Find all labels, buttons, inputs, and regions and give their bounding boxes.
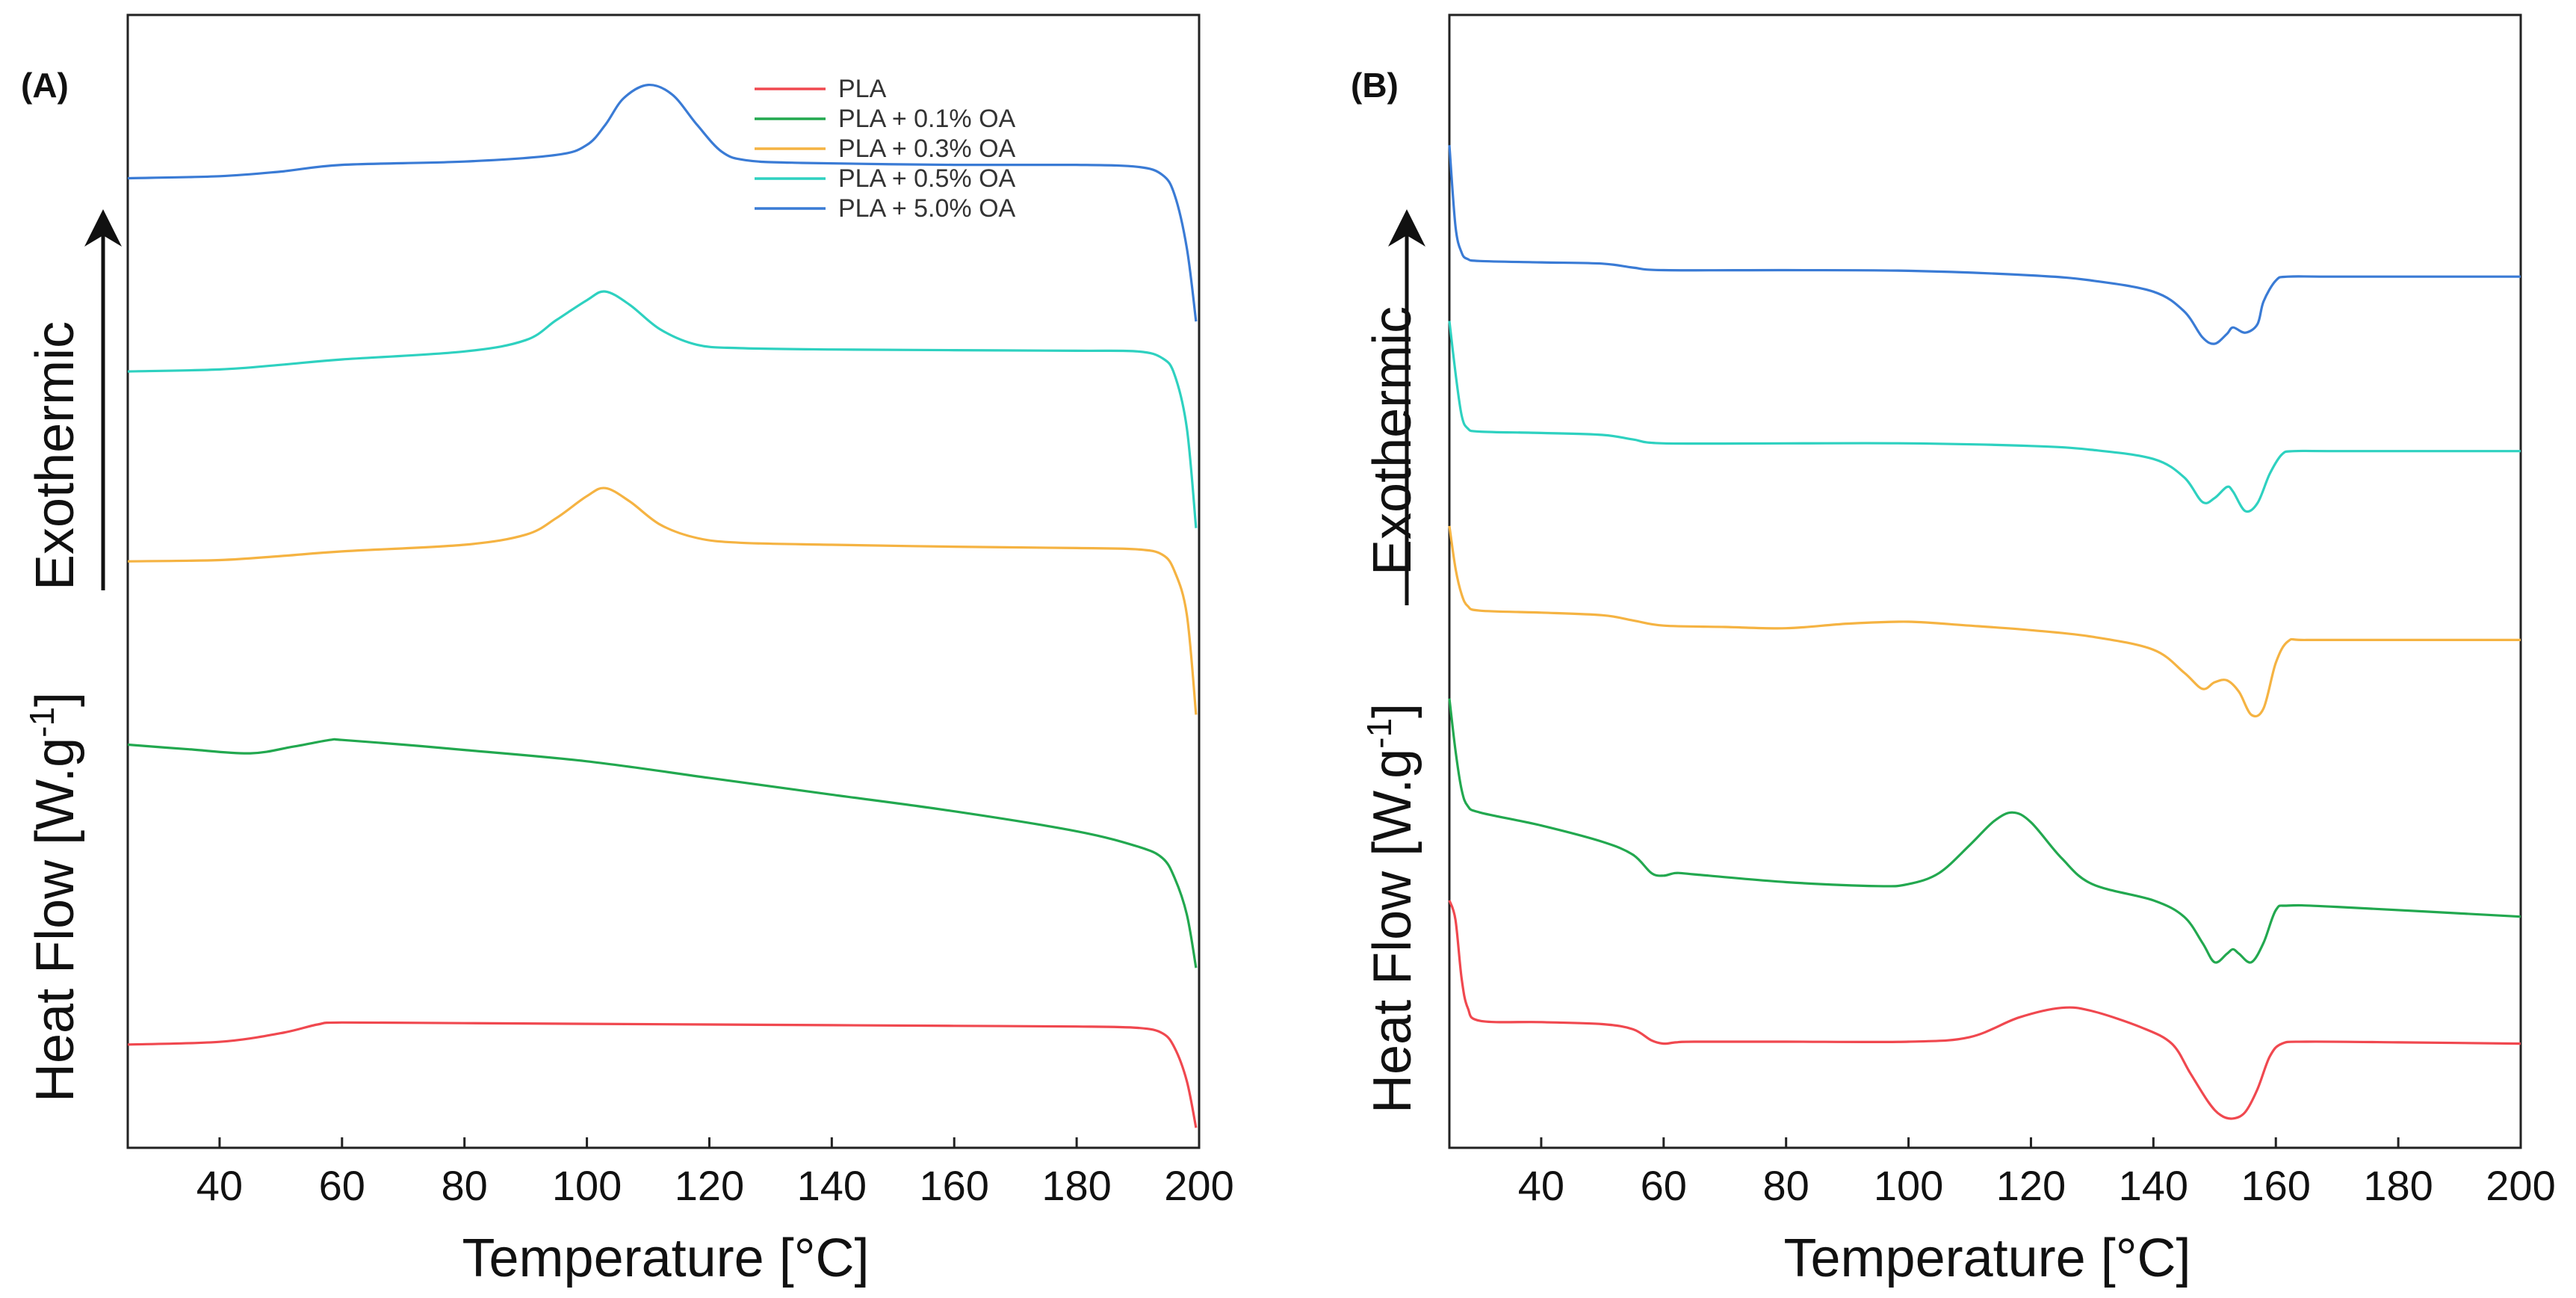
xtick-label: 40 — [196, 1162, 243, 1209]
series-line-pla-0-1-oa — [127, 738, 1198, 968]
panel-a-exothermic-label: Exothermic — [25, 321, 85, 590]
legend-entry: PLA + 5.0% OA — [838, 194, 1016, 223]
panel-b-exothermic-label: Exothermic — [1363, 306, 1422, 575]
series-line-pla-0-3-oa — [127, 486, 1198, 715]
legend-entry: PLA + 0.1% OA — [838, 105, 1016, 133]
legend-entry: PLA + 0.3% OA — [838, 135, 1016, 163]
xtick-label: 120 — [1996, 1162, 2066, 1209]
panel-b-label: (B) — [1351, 66, 1399, 105]
panel-b: (B) Heat Flow [W.g-1] Exothermic 40 60 80 1… — [1351, 13, 2556, 1288]
xtick-label: 100 — [552, 1162, 622, 1209]
series-line-pla-0-5-oa — [127, 290, 1198, 528]
xtick-label: 100 — [1874, 1162, 1943, 1209]
svg-text:Heat Flow [W.g-1]: Heat Flow [W.g-1] — [22, 692, 85, 1102]
panel-a-frame — [126, 13, 1201, 1149]
legend-entry: PLA + 0.5% OA — [838, 164, 1016, 193]
panel-b-ylabel: Heat Flow [W.g-1] — [1360, 703, 1422, 1113]
series-line-pla-0-1-oa — [1448, 698, 2521, 964]
xtick-label: 140 — [797, 1162, 867, 1209]
xtick-label: 160 — [2241, 1162, 2311, 1209]
series-line-pla-0-3-oa — [1448, 525, 2521, 718]
xtick-label: 80 — [442, 1162, 488, 1209]
xtick-label: 40 — [1518, 1162, 1564, 1209]
panel-a-label: (A) — [21, 66, 69, 105]
panel-b-xlabel: Temperature [°C] — [1784, 1229, 2191, 1288]
panel-a: (A) Heat Flow [W.g-1] Exothermic 40 60 80 1… — [21, 13, 1234, 1288]
xtick-label: 180 — [1041, 1162, 1111, 1209]
panel-a-xticks: 40 60 80 100 120 140 160 180 200 — [196, 1137, 1234, 1209]
xtick-label: 200 — [1164, 1162, 1233, 1209]
xtick-label: 180 — [2363, 1162, 2433, 1209]
xtick-label: 60 — [319, 1162, 365, 1209]
series-line-pla-0-5-oa — [1448, 321, 2521, 513]
panel-b-frame — [1448, 13, 2522, 1149]
series-line-pla — [1448, 900, 2521, 1120]
xtick-label: 200 — [2486, 1162, 2555, 1209]
xtick-label: 160 — [920, 1162, 989, 1209]
panel-b-xticks: 40 60 80 100 120 140 160 180 200 — [1518, 1137, 2556, 1209]
panel-a-series — [127, 83, 1198, 1128]
xtick-label: 80 — [1763, 1162, 1809, 1209]
svg-text:Heat Flow [W.g-1]: Heat Flow [W.g-1] — [1360, 703, 1422, 1113]
panel-a-ylabel: Heat Flow [W.g-1] — [22, 692, 85, 1102]
series-line-pla-5-0-oa — [127, 83, 1198, 322]
xtick-label: 140 — [2119, 1162, 2188, 1209]
series-line-pla — [127, 1021, 1198, 1128]
xtick-label: 60 — [1641, 1162, 1687, 1209]
xtick-label: 120 — [675, 1162, 744, 1209]
panel-b-series — [1448, 145, 2521, 1120]
series-line-pla-5-0-oa — [1448, 145, 2521, 345]
legend-entry: PLA — [838, 75, 887, 103]
panel-a-xlabel: Temperature [°C] — [462, 1229, 870, 1288]
